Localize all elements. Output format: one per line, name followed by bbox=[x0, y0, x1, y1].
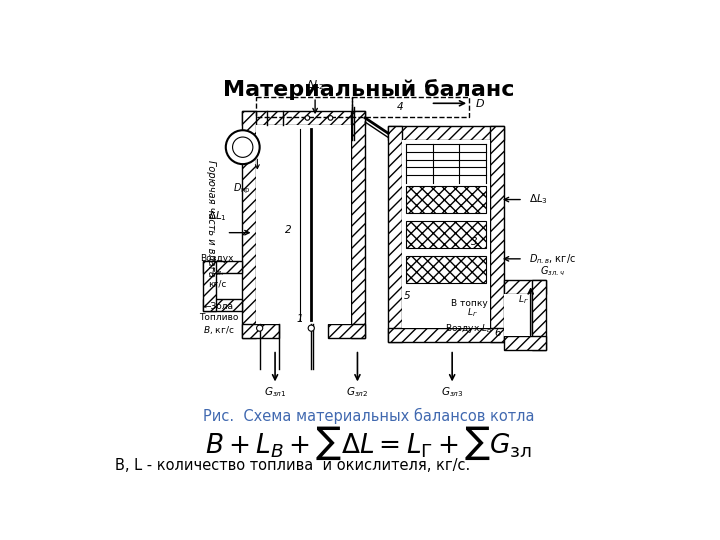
Bar bbox=[204, 261, 242, 273]
Text: 2: 2 bbox=[285, 225, 292, 235]
Circle shape bbox=[305, 116, 310, 120]
Text: 4: 4 bbox=[397, 102, 403, 112]
Text: $G_{зл2}$: $G_{зл2}$ bbox=[346, 385, 369, 399]
Text: Воздух
$L_{B},$
кг/с: Воздух $L_{B},$ кг/с bbox=[201, 254, 234, 288]
Bar bbox=[388, 126, 504, 140]
Bar bbox=[242, 111, 256, 338]
Bar bbox=[402, 140, 490, 328]
Text: Воздух $L_B$: Воздух $L_B$ bbox=[446, 322, 492, 335]
Text: Рис.  Схема материальных балансов котла: Рис. Схема материальных балансов котла bbox=[203, 408, 535, 423]
Bar bbox=[490, 126, 504, 342]
Text: 1: 1 bbox=[297, 314, 303, 324]
Bar bbox=[352, 97, 469, 117]
Text: $G_{зл1}$: $G_{зл1}$ bbox=[264, 385, 287, 399]
Circle shape bbox=[226, 130, 260, 164]
Bar bbox=[256, 97, 352, 117]
Bar bbox=[504, 280, 546, 294]
Circle shape bbox=[256, 325, 263, 331]
Text: В топку: В топку bbox=[451, 299, 487, 308]
Text: 3: 3 bbox=[471, 237, 478, 247]
Bar bbox=[388, 328, 504, 342]
Text: $D_{\rm пр}$: $D_{\rm пр}$ bbox=[233, 182, 251, 196]
Text: $G_{зл3}$: $G_{зл3}$ bbox=[441, 385, 464, 399]
Text: $\Delta L_1$: $\Delta L_1$ bbox=[208, 209, 227, 222]
Bar bbox=[256, 125, 351, 325]
Text: Материальный баланс: Материальный баланс bbox=[223, 79, 515, 99]
Bar bbox=[406, 221, 486, 248]
Bar bbox=[204, 261, 216, 311]
Circle shape bbox=[233, 137, 253, 157]
Text: В, L - количество топлива  и окислителя, кг/с.: В, L - количество топлива и окислителя, … bbox=[115, 457, 470, 472]
Bar bbox=[328, 325, 365, 338]
Text: $D_{п.в}$, кг/с: $D_{п.в}$, кг/с bbox=[529, 252, 576, 266]
Text: $D$: $D$ bbox=[475, 97, 485, 109]
Bar bbox=[351, 111, 365, 338]
Text: $B + L_{B} + \sum \Delta L = L_{\Gamma} + \sum G_{\text{зл}}$: $B + L_{B} + \sum \Delta L = L_{\Gamma} … bbox=[205, 425, 533, 462]
Bar bbox=[242, 325, 279, 338]
Bar bbox=[406, 256, 486, 283]
Text: ←Зола
Топливо
$B$, кг/с: ←Зола Топливо $B$, кг/с bbox=[199, 302, 238, 335]
Bar bbox=[242, 111, 365, 125]
Circle shape bbox=[308, 325, 315, 331]
Text: $L_{Г}$: $L_{Г}$ bbox=[518, 293, 528, 306]
Text: 6: 6 bbox=[494, 328, 501, 338]
Bar bbox=[204, 299, 242, 311]
Bar bbox=[504, 336, 546, 350]
Text: $\Delta L_3$: $\Delta L_3$ bbox=[529, 193, 548, 206]
Text: $G_{зл.ч}$: $G_{зл.ч}$ bbox=[540, 264, 564, 278]
Bar bbox=[504, 294, 532, 336]
Bar bbox=[388, 126, 402, 342]
Text: $\Delta L_2$: $\Delta L_2$ bbox=[306, 78, 325, 92]
Bar bbox=[532, 280, 546, 350]
Circle shape bbox=[328, 116, 333, 120]
Text: 5: 5 bbox=[404, 291, 411, 301]
Bar bbox=[406, 186, 486, 213]
Text: $L_{Г}$: $L_{Г}$ bbox=[467, 307, 479, 319]
Text: Горючая часть и влага: Горючая часть и влага bbox=[206, 160, 216, 277]
